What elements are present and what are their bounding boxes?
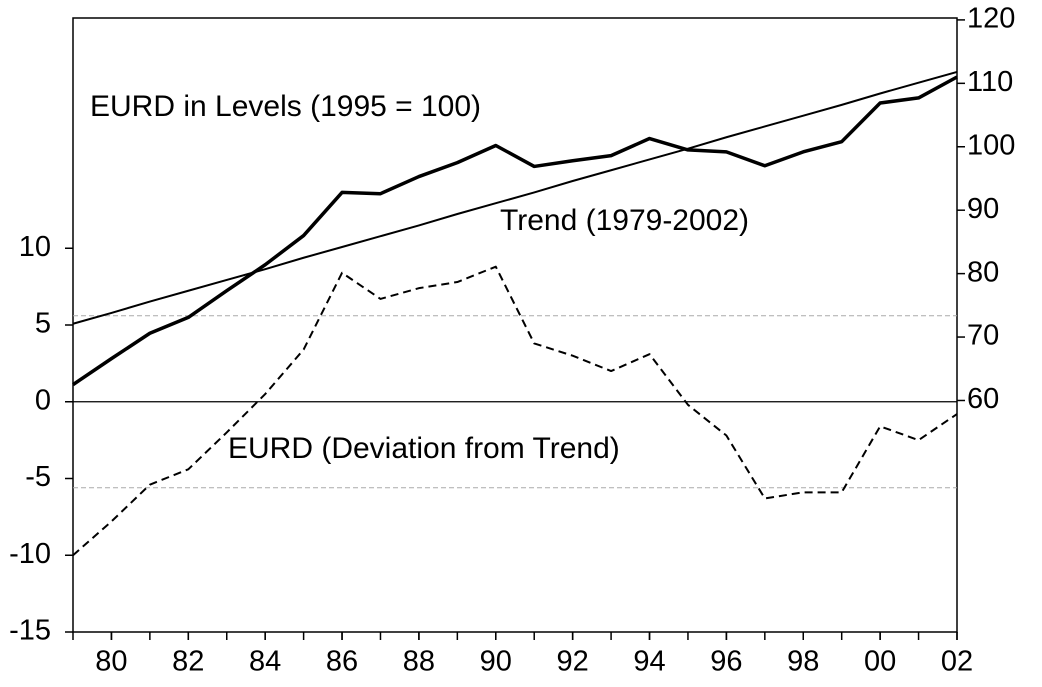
x-tick-label: 82	[172, 646, 204, 678]
annotation: EURD (Deviation from Trend)	[228, 432, 620, 465]
x-tick-label: 98	[787, 646, 819, 678]
series-line	[72, 75, 958, 387]
series-line	[72, 265, 958, 557]
y2-tick-label: 80	[967, 256, 999, 288]
x-tick-label: 84	[249, 646, 281, 678]
y-tick-label: 10	[19, 231, 51, 263]
annotation: Trend (1979-2002)	[500, 204, 749, 237]
y-tick-label: 0	[35, 384, 51, 416]
y-tick-label: -5	[25, 461, 51, 493]
x-tick-label: 88	[403, 646, 435, 678]
x-tick-label: 90	[480, 646, 512, 678]
x-tick-label: 94	[633, 646, 665, 678]
x-tick-label: 80	[95, 646, 127, 678]
x-tick-label: 86	[326, 646, 358, 678]
y2-tick-label: 110	[967, 66, 1013, 98]
y2-tick-label: 120	[967, 3, 1015, 35]
series-line	[72, 70, 958, 325]
x-tick-label: 02	[941, 646, 973, 678]
x-tick-label: 96	[710, 646, 742, 678]
y2-tick-label: 60	[967, 383, 999, 415]
y-tick-label: -15	[9, 615, 51, 647]
y2-tick-label: 70	[967, 320, 999, 352]
y2-tick-label: 100	[967, 129, 1015, 161]
y-tick-label: -10	[9, 538, 51, 570]
y-tick-label: 5	[35, 308, 51, 340]
annotation: EURD in Levels (1995 = 100)	[90, 90, 481, 123]
y2-tick-label: 90	[967, 193, 999, 225]
x-tick-label: 00	[864, 646, 896, 678]
x-tick-label: 92	[557, 646, 589, 678]
